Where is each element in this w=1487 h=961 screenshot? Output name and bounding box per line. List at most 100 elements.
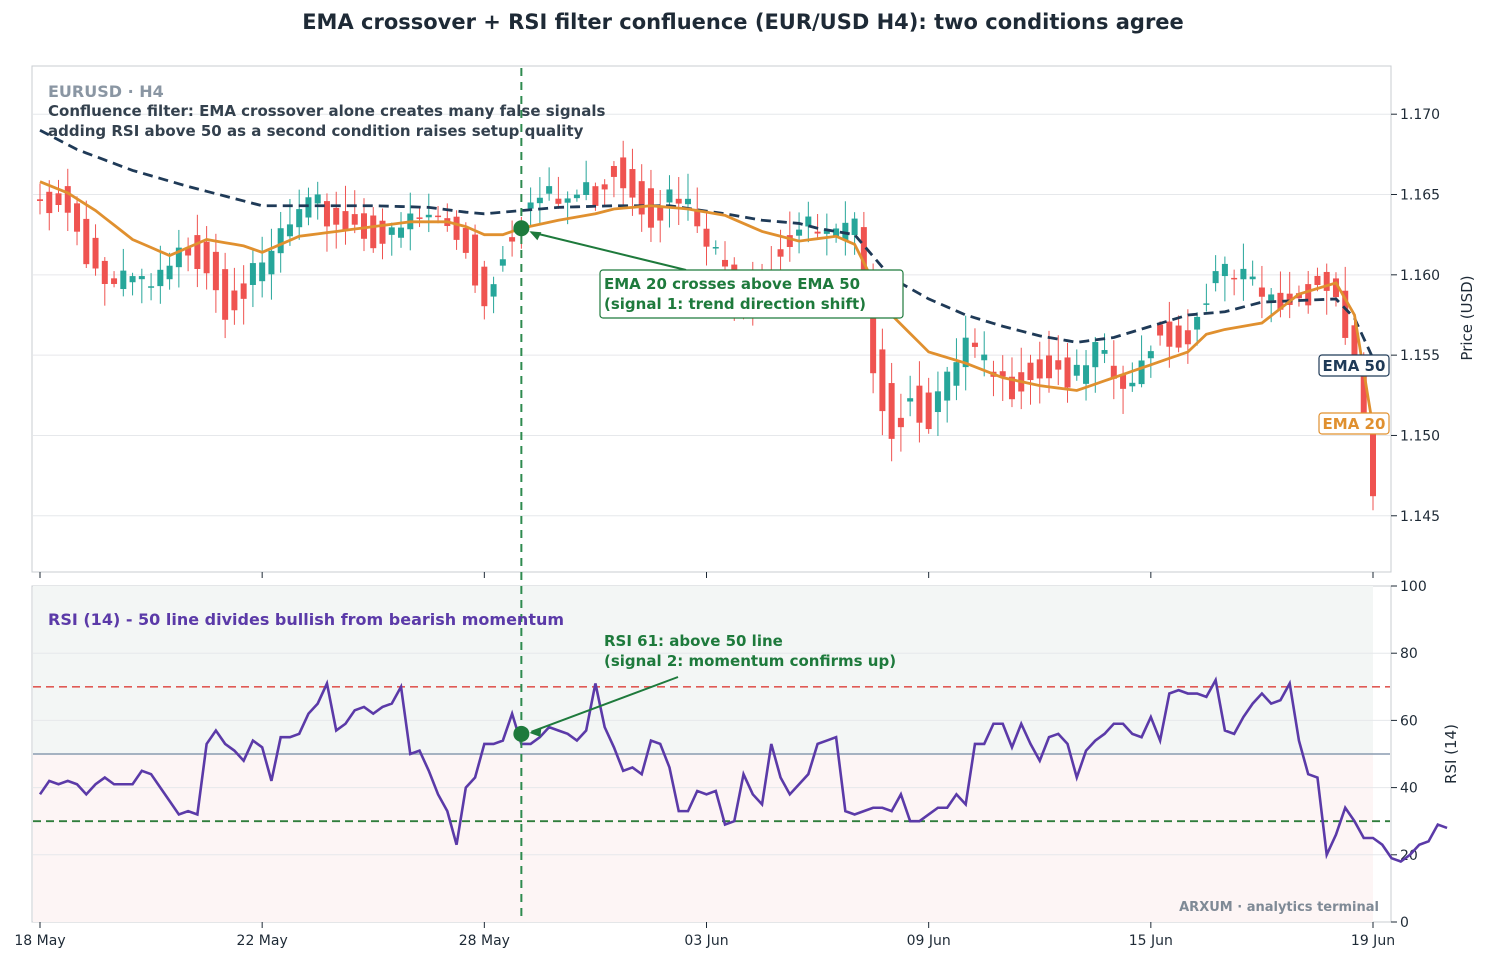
candle-body (1166, 321, 1173, 347)
candle-body (860, 227, 867, 278)
price-axis-label: Price (USD) (1458, 275, 1476, 360)
bullish-zone (33, 586, 1373, 754)
rsi-arrow (531, 676, 679, 733)
candle-body (1157, 324, 1164, 336)
candle-body (490, 284, 497, 297)
rsi-axis-label: RSI (14) (1442, 724, 1460, 784)
candle-body (1203, 303, 1210, 305)
candle-body (777, 249, 784, 257)
price-tick-label: 1.155 (1400, 348, 1440, 364)
candle-body (536, 197, 543, 204)
watermark: ARXUM · analytics terminal (1179, 900, 1379, 915)
ema-cross-annotation-line-1: EMA 20 crosses above EMA 50 (604, 275, 860, 293)
price-panel (31, 65, 1392, 573)
candle-body (805, 216, 812, 227)
candle-body (1277, 292, 1284, 310)
symbol-label: EURUSD · H4 (48, 82, 164, 101)
candle-body (129, 276, 136, 283)
rsi-grid (33, 652, 1390, 856)
candle-body (1101, 350, 1108, 354)
candle-body (657, 207, 664, 221)
candle-body (1332, 278, 1339, 298)
candle-body (286, 224, 293, 237)
candle-body (583, 182, 590, 195)
candle-body (953, 362, 960, 386)
candle-body (786, 235, 793, 247)
candle-body (148, 286, 155, 288)
candle-body (166, 265, 173, 280)
candle-body (1064, 357, 1071, 388)
candle-body (1129, 382, 1136, 387)
candle-body (833, 228, 840, 237)
x-tick-label: 15 Jun (1129, 933, 1173, 949)
candle-body (1027, 362, 1034, 381)
price-tick-label: 1.150 (1400, 428, 1440, 444)
candle-body (351, 214, 358, 225)
candle-body (194, 235, 201, 269)
candle-body (231, 290, 238, 311)
candle-body (268, 250, 275, 275)
note-line-2: adding RSI above 50 as a second conditio… (48, 122, 584, 140)
candle-body (1231, 277, 1238, 280)
candle-body (1305, 284, 1312, 306)
candle-body (370, 215, 377, 249)
candle-body (314, 194, 321, 204)
x-tick-label: 19 Jun (1351, 933, 1395, 949)
candle-body (694, 208, 701, 227)
candle-body (870, 283, 877, 374)
candle-body (472, 234, 479, 286)
candle-body (1055, 360, 1062, 370)
candle-body (111, 278, 118, 284)
candle-body (1360, 359, 1367, 414)
rsi-tick-label: 40 (1400, 781, 1418, 797)
rsi-panel-title: RSI (14) - 50 line divides bullish from … (48, 610, 564, 629)
candle-body (83, 218, 90, 265)
candle-body (1073, 364, 1080, 376)
ema50-tag: EMA 50 (1323, 357, 1386, 375)
candle-body (1184, 330, 1191, 345)
candle-body (342, 211, 349, 230)
candle-body (1120, 374, 1127, 389)
note-line-1: Confluence filter: EMA crossover alone c… (48, 102, 605, 120)
candle-body (222, 269, 229, 320)
ema-cross-arrow (531, 231, 687, 271)
candle-body (1342, 290, 1349, 338)
x-tick-label: 03 Jun (684, 933, 728, 949)
candle-body (703, 228, 710, 247)
rsi-signal-marker (513, 725, 530, 742)
candle-body (499, 259, 506, 266)
candle-body (934, 391, 941, 413)
candle-body (823, 229, 830, 234)
price-tick-label: 1.165 (1400, 188, 1440, 204)
candle-body (388, 227, 395, 235)
candle-body (1036, 359, 1043, 379)
candle-body (1268, 294, 1275, 301)
candle-body (37, 199, 43, 201)
x-tick-label: 18 May (14, 933, 65, 949)
rsi-arrowhead (529, 727, 542, 737)
candle-body (712, 247, 719, 249)
candle-body (722, 259, 729, 267)
ema-cross-annotation-line-2: (signal 1: trend direction shift) (604, 295, 866, 313)
candle-body (638, 181, 645, 215)
price-tick-label: 1.160 (1400, 268, 1440, 284)
candle-body (416, 217, 423, 219)
candle-body (944, 371, 951, 401)
candle-body (907, 398, 914, 402)
candle-body (185, 247, 192, 256)
ema-cross-arrowhead (529, 231, 542, 241)
candle-body (1008, 376, 1015, 400)
rsi-line (38, 676, 1448, 863)
candle-body (379, 220, 386, 244)
candle-body (46, 191, 53, 214)
candle-body (138, 276, 145, 280)
rsi-tick-label: 80 (1400, 646, 1418, 662)
candle-body (925, 392, 932, 430)
candle-body (435, 215, 442, 218)
candle-body (546, 186, 553, 194)
candle-body (240, 283, 247, 299)
candle-body (814, 231, 821, 234)
candle-body (1240, 268, 1247, 280)
rsi-bands (33, 586, 1373, 922)
